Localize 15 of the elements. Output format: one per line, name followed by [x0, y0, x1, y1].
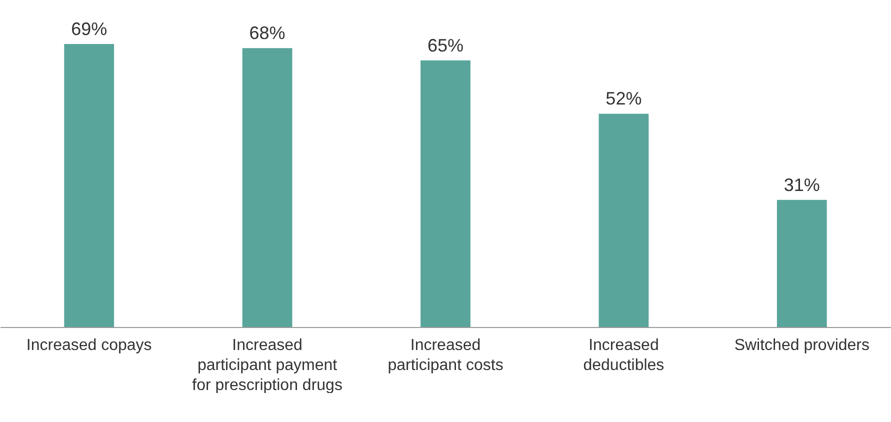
data-label: 52%	[606, 88, 642, 109]
bar	[776, 200, 827, 327]
bar	[598, 114, 649, 327]
data-label: 31%	[784, 174, 820, 195]
x-tick-label: Increased copays	[26, 337, 152, 354]
x-tick-label: Increased participant costs	[388, 337, 504, 374]
bar	[64, 44, 114, 327]
data-label: 69%	[71, 18, 108, 39]
x-tick-label: Increased participant payment for prescription drugs	[192, 337, 342, 394]
bar	[420, 60, 470, 327]
data-label: 65%	[427, 35, 464, 56]
bar	[242, 48, 292, 327]
data-label: 68%	[249, 23, 286, 44]
x-tick-label: Switched providers	[734, 337, 870, 354]
x-tick-label: Increased deductibles	[583, 337, 664, 374]
